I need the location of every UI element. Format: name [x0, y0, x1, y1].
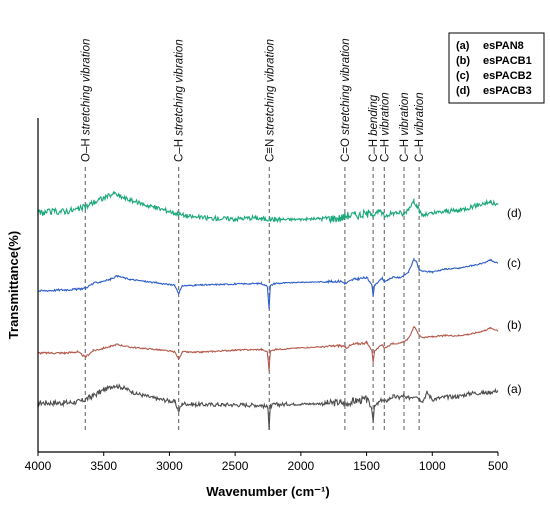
curve-label-b: (b) — [507, 318, 522, 332]
legend: (a) esPAN8 (b) esPACB1 (c) esPACB2 (d) esPACB3 — [448, 32, 545, 104]
curve-label-d: (d) — [507, 206, 522, 220]
annotation-label: C=O stretching vibration — [340, 38, 352, 162]
curve-label-a: (a) — [507, 382, 522, 396]
annotation-label: C–H stretching vibration — [174, 39, 186, 162]
x-tick-label: 2000 — [288, 459, 315, 473]
annotation-label: O–H stretching vibration — [80, 39, 92, 162]
legend-entry: esPACB2 — [483, 70, 532, 82]
annotation-lines — [84, 167, 420, 432]
x-tick-label: 3000 — [156, 459, 183, 473]
legend-entry: esPAN8 — [483, 40, 524, 52]
annotation-label: C–H vibration — [379, 92, 391, 162]
legend-entry: esPACB1 — [483, 55, 532, 67]
axes: 4000 3500 3000 2500 2000 1500 1000 500 — [25, 118, 508, 473]
series-line-c — [37, 257, 499, 310]
annotation-labels: O–H stretching vibration C–H stretching v… — [80, 38, 426, 162]
series-group — [37, 191, 499, 430]
legend-key: (c) — [456, 70, 470, 82]
legend-key: (d) — [456, 85, 470, 97]
x-tick-label: 3500 — [90, 459, 117, 473]
y-axis-title: Transmittance(%) — [6, 231, 21, 339]
x-tick-label: 2500 — [222, 459, 249, 473]
curve-labels: (a) (b) (c) (d) — [507, 206, 522, 396]
x-tick-label: 1500 — [353, 459, 380, 473]
x-tick-label: 1000 — [419, 459, 446, 473]
annotation-label: C–H vibration — [414, 92, 426, 162]
annotation-label: C–H vibration — [399, 92, 411, 162]
x-tick-label: 4000 — [25, 459, 52, 473]
legend-box — [448, 32, 545, 104]
series-line-a — [37, 383, 499, 430]
legend-key: (b) — [456, 55, 470, 67]
x-tick-label: 500 — [488, 459, 508, 473]
x-axis-title: Wavenumber (cm⁻¹) — [206, 484, 329, 499]
annotation-label: C–H bending — [368, 94, 380, 162]
curve-label-c: (c) — [507, 256, 521, 270]
series-line-d — [37, 191, 499, 225]
legend-entry: esPACB3 — [483, 85, 532, 97]
legend-key: (a) — [456, 40, 470, 52]
series-line-b — [37, 325, 499, 372]
annotation-label: C≡N stretching vibration — [264, 39, 276, 162]
